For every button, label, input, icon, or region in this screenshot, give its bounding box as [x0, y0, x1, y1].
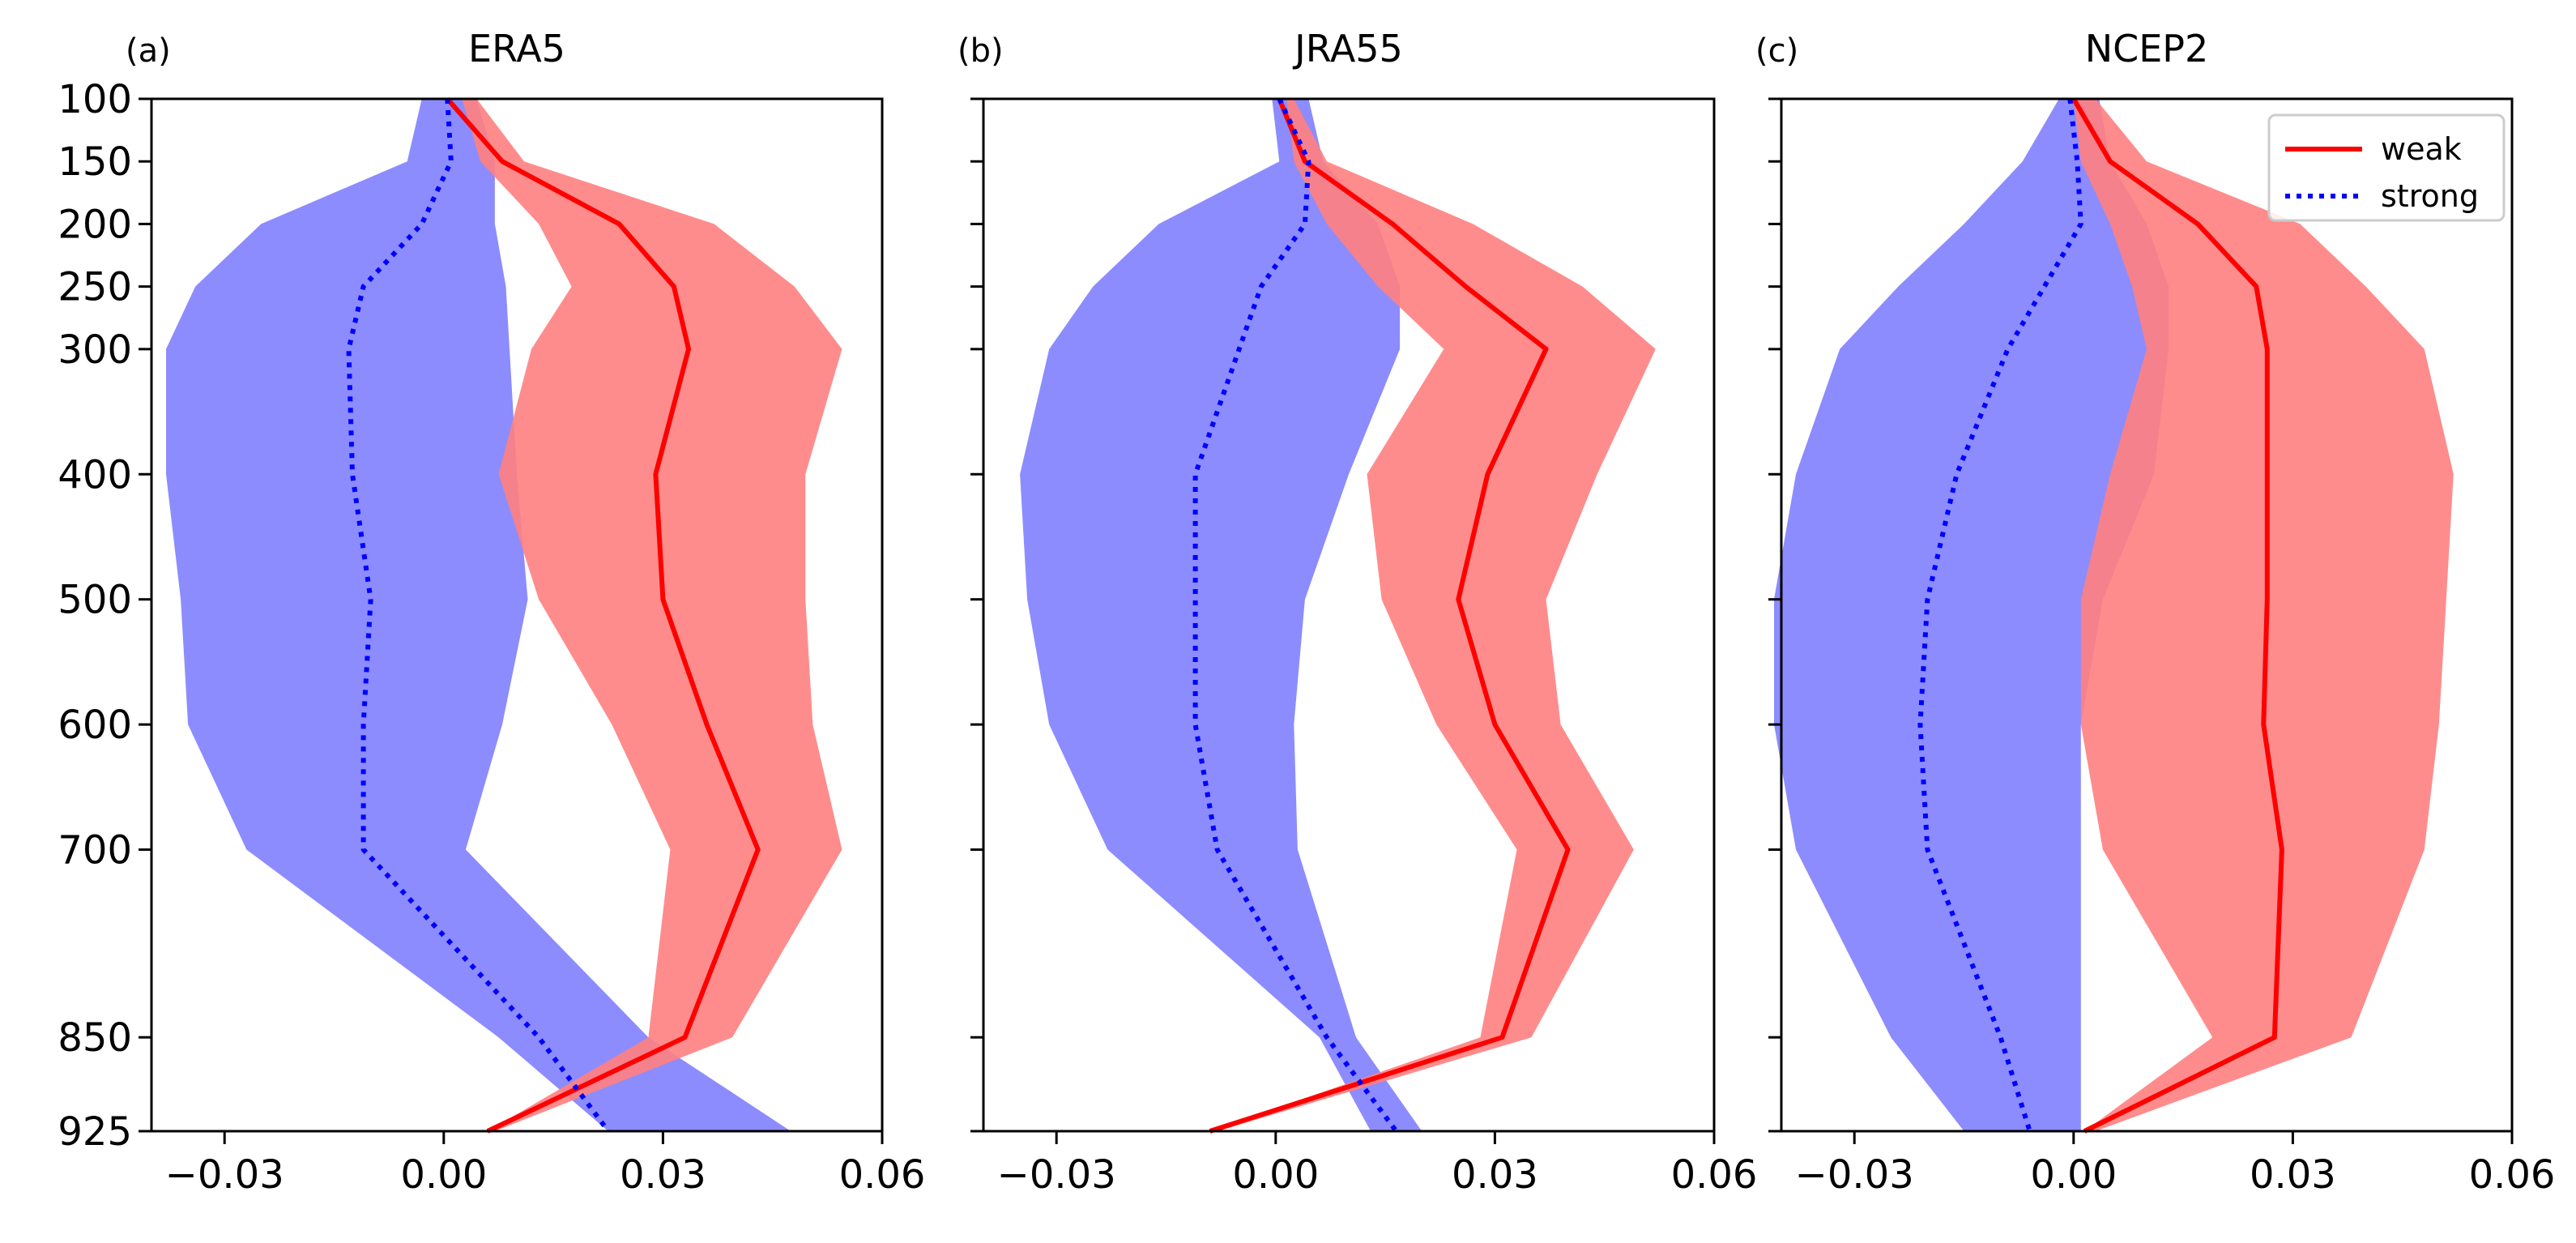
x-tick-label: −0.03 — [997, 1152, 1116, 1198]
y-tick-label: 500 — [58, 578, 132, 623]
panel-title: JRA55 — [1292, 27, 1403, 70]
band-weak — [2073, 99, 2454, 1131]
panel-3: −0.03 0.00 0.03 0.06 (c) NCEP2 weak strong — [1755, 27, 2555, 1198]
panel-title: ERA5 — [468, 27, 565, 70]
x-tick-label: 0.00 — [400, 1152, 487, 1198]
band-strong — [1020, 99, 1422, 1131]
band-strong — [166, 99, 791, 1131]
x-tick-label: 0.06 — [1671, 1152, 1758, 1198]
axes-frame — [150, 97, 884, 1133]
y-tick-label: 925 — [58, 1109, 132, 1155]
axes-frame — [982, 97, 1716, 1133]
panel-1: 100 150 200 250 300 400 500 600 700 850 925 −0.03 0.… — [58, 27, 925, 1198]
panel-label: (b) — [957, 32, 1004, 70]
legend: weak strong — [2267, 113, 2506, 222]
x-tick-label: 0.03 — [1452, 1152, 1538, 1198]
legend-label-weak: weak — [2381, 131, 2462, 167]
x-tick-label: 0.00 — [1232, 1152, 1319, 1198]
line-weak — [2071, 97, 2284, 1134]
panel-label: (c) — [1755, 32, 1798, 70]
band-strong — [1774, 99, 2169, 1131]
legend-box — [2267, 113, 2506, 222]
y-tick-label: 250 — [58, 265, 132, 310]
panel-2: −0.03 0.00 0.03 0.06 (b) JRA55 — [957, 27, 1757, 1198]
x-tick-label: −0.03 — [165, 1152, 284, 1198]
line-strong — [1917, 98, 2083, 1132]
x-tick-label: 0.03 — [620, 1152, 706, 1198]
x-tick-label: 0.03 — [2250, 1152, 2336, 1198]
y-tick-label: 400 — [58, 452, 132, 498]
line-weak — [446, 97, 761, 1134]
legend-label-strong: strong — [2381, 178, 2479, 214]
line-weak — [1209, 97, 1571, 1134]
y-tick-label: 200 — [58, 202, 132, 247]
panel-label: (a) — [126, 32, 171, 70]
x-tick-label: 0.06 — [839, 1152, 926, 1198]
y-tick-label: 700 — [58, 828, 132, 874]
x-tick-label: −0.03 — [1795, 1152, 1914, 1198]
y-tick-label: 300 — [58, 327, 132, 373]
panel-title: NCEP2 — [2085, 27, 2209, 70]
x-tick-label: 0.00 — [2030, 1152, 2117, 1198]
y-tick-label: 100 — [58, 77, 132, 122]
y-tick-label: 600 — [58, 703, 132, 748]
x-tick-label: 0.06 — [2469, 1152, 2556, 1198]
y-tick-label: 150 — [58, 139, 132, 185]
y-tick-label: 850 — [58, 1015, 132, 1061]
axes-frame — [1780, 97, 2514, 1133]
